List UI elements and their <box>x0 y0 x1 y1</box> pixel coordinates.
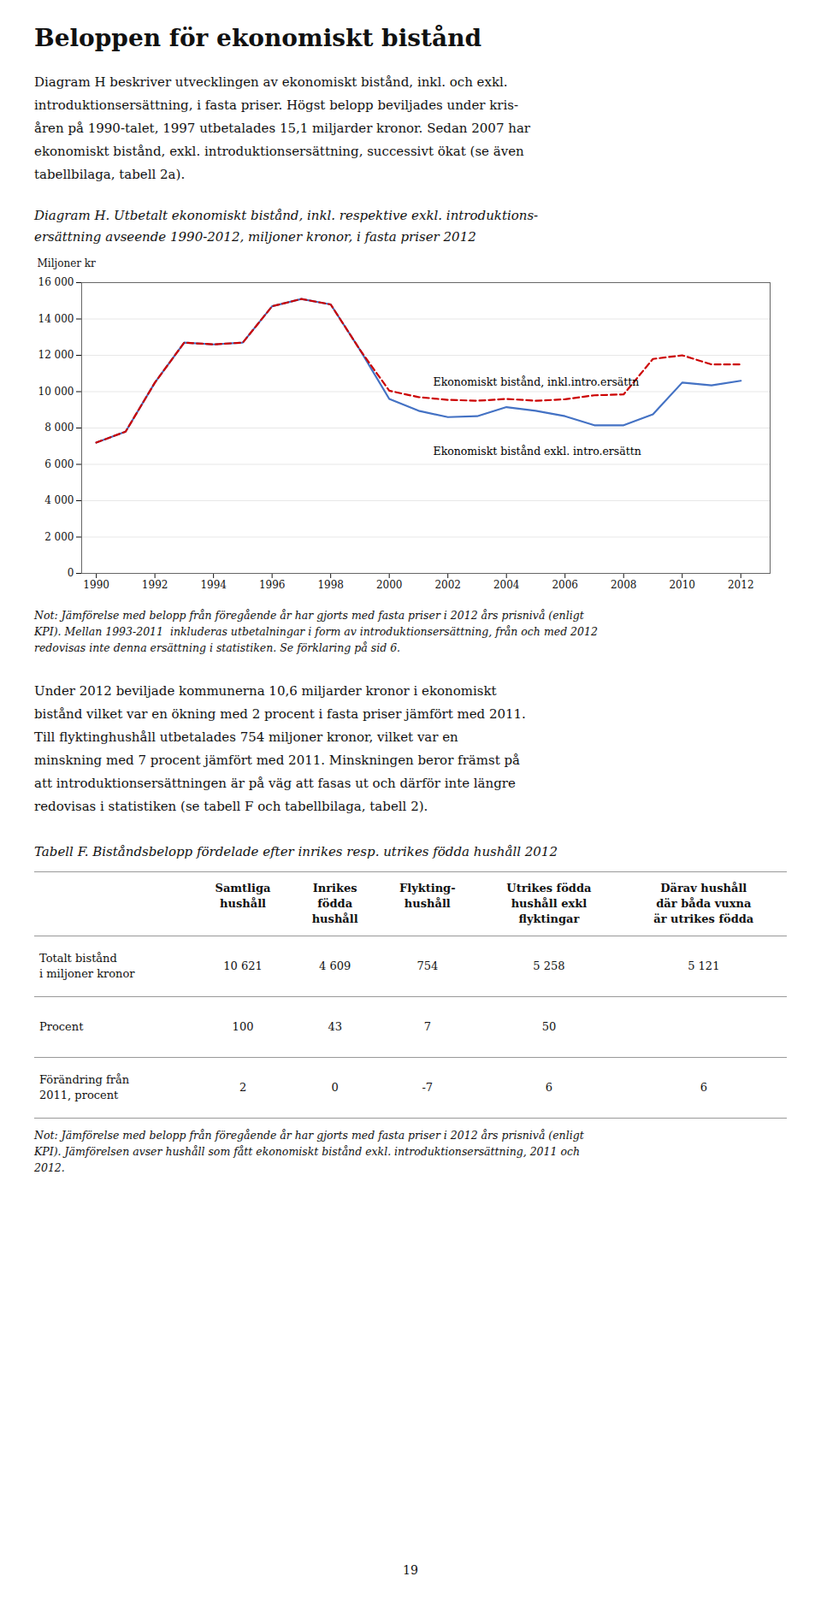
svg-text:Ekonomiskt bistånd exkl. intro: Ekonomiskt bistånd exkl. intro.ersättn <box>433 444 642 458</box>
svg-text:1998: 1998 <box>317 578 344 591</box>
svg-text:1992: 1992 <box>141 578 169 591</box>
svg-text:Ekonomiskt bistånd, inkl.intro: Ekonomiskt bistånd, inkl.intro.ersättn <box>433 375 640 389</box>
html-text:754: 754 <box>416 959 439 973</box>
svg-text:0: 0 <box>67 567 75 579</box>
html-text:Under 2012 beviljade kommunern: Under 2012 beviljade kommunerna 10,6 mil… <box>34 683 497 699</box>
html-text:2012.: 2012. <box>34 1161 65 1175</box>
html-text:flyktingar: flyktingar <box>518 912 580 926</box>
html-text:7: 7 <box>423 1020 431 1034</box>
html-text:19: 19 <box>402 1563 419 1578</box>
html-text:i miljoner kronor: i miljoner kronor <box>39 967 135 981</box>
svg-text:6 000: 6 000 <box>44 458 74 471</box>
svg-text:8 000: 8 000 <box>44 421 74 434</box>
svg-text:14 000: 14 000 <box>38 313 75 325</box>
html-text:ersättning avseende 1990-2012,: ersättning avseende 1990-2012, miljoner … <box>34 229 477 245</box>
html-text:10 621: 10 621 <box>223 959 263 973</box>
html-text:0: 0 <box>331 1080 339 1094</box>
html-text:43: 43 <box>327 1020 342 1034</box>
html-text:2011, procent: 2011, procent <box>39 1088 119 1102</box>
html-text:6: 6 <box>700 1080 708 1094</box>
html-text:redovisas i statistiken (se ta: redovisas i statistiken (se tabell F och… <box>34 798 428 815</box>
html-text:2: 2 <box>239 1080 247 1094</box>
svg-text:2012: 2012 <box>727 578 755 591</box>
svg-text:2010: 2010 <box>668 578 696 591</box>
svg-text:1990: 1990 <box>82 578 110 591</box>
html-text:hushåll exkl: hushåll exkl <box>511 897 587 910</box>
html-text:100: 100 <box>232 1020 254 1034</box>
html-text:redovisas inte denna ersättnin: redovisas inte denna ersättning i statis… <box>34 641 401 655</box>
html-text:är utrikes födda: är utrikes födda <box>653 912 754 926</box>
svg-text:2006: 2006 <box>551 578 579 591</box>
html-text:Not: Jämförelse med belopp frå: Not: Jämförelse med belopp från föregåen… <box>34 1128 584 1142</box>
html-text:Totalt bistånd: Totalt bistånd <box>39 951 117 965</box>
html-text:Till flyktinghushåll utbetalad: Till flyktinghushåll utbetalades 754 mil… <box>34 729 459 745</box>
svg-text:2002: 2002 <box>434 578 461 591</box>
svg-text:2008: 2008 <box>610 578 638 591</box>
html-text:hushåll: hushåll <box>404 897 451 910</box>
svg-text:2 000: 2 000 <box>44 531 74 544</box>
html-text:Diagram H beskriver utveckling: Diagram H beskriver utvecklingen av ekon… <box>34 74 508 90</box>
html-text:KPI). Jämförelsen avser hushål: KPI). Jämförelsen avser hushåll som fått… <box>34 1145 580 1158</box>
html-text:Tabell F. Biståndsbelopp förde: Tabell F. Biståndsbelopp fördelade efter… <box>34 844 558 860</box>
html-text:tabellbilaga, tabell 2a).: tabellbilaga, tabell 2a). <box>34 166 185 183</box>
html-text:minskning med 7 procent jämför: minskning med 7 procent jämfört med 2011… <box>34 752 520 768</box>
svg-text:1996: 1996 <box>259 578 286 591</box>
svg-text:10 000: 10 000 <box>38 385 75 398</box>
html-text:-7: -7 <box>422 1080 433 1094</box>
html-text:Flykting-: Flykting- <box>399 881 456 895</box>
html-text:åren på 1990-talet, 1997 utbet: åren på 1990-talet, 1997 utbetalades 15,… <box>34 120 531 136</box>
svg-text:2000: 2000 <box>376 578 403 591</box>
html-text:att introduktionsersättningen: att introduktionsersättningen är på väg … <box>34 775 516 792</box>
html-text:hushåll: hushåll <box>311 912 359 926</box>
html-text:Förändring från: Förändring från <box>39 1073 130 1087</box>
svg-text:1994: 1994 <box>200 578 227 591</box>
html-text:50: 50 <box>541 1020 557 1034</box>
html-text:Utrikes födda: Utrikes födda <box>506 881 592 895</box>
svg-text:Miljoner kr: Miljoner kr <box>37 257 97 270</box>
html-text:Inrikes: Inrikes <box>312 881 358 895</box>
html-text:Diagram H. Utbetalt ekonomiskt: Diagram H. Utbetalt ekonomiskt bistånd, … <box>34 207 539 224</box>
svg-text:4 000: 4 000 <box>44 494 74 507</box>
html-text:bistånd vilket var en ökning m: bistånd vilket var en ökning med 2 proce… <box>34 706 526 722</box>
html-text:där båda vuxna: där båda vuxna <box>656 897 752 910</box>
html-text:Därav hushåll: Därav hushåll <box>660 881 747 895</box>
html-text:introduktionsersättning, i fas: introduktionsersättning, i fasta priser.… <box>34 97 519 113</box>
html-text:födda: födda <box>317 897 353 910</box>
svg-text:16 000: 16 000 <box>38 276 75 289</box>
html-text:Samtliga: Samtliga <box>215 881 271 895</box>
html-text:Not: Jämförelse med belopp frå: Not: Jämförelse med belopp från föregåen… <box>34 608 584 622</box>
html-text:Beloppen för ekonomiskt bistån: Beloppen för ekonomiskt bistånd <box>34 23 482 53</box>
html-text:hushåll: hushåll <box>219 897 266 910</box>
html-text:KPI). Mellan 1993-2011 inklude: KPI). Mellan 1993-2011 inkluderas utbeta… <box>34 625 598 638</box>
html-text:5 258: 5 258 <box>533 959 565 973</box>
html-text:5 121: 5 121 <box>687 959 720 973</box>
html-text:Procent: Procent <box>39 1020 84 1034</box>
svg-text:12 000: 12 000 <box>38 348 75 361</box>
svg-text:2004: 2004 <box>493 578 520 591</box>
html-text:ekonomiskt bistånd, exkl. intr: ekonomiskt bistånd, exkl. introduktionse… <box>34 143 524 160</box>
html-text:4 609: 4 609 <box>319 959 351 973</box>
html-text:6: 6 <box>545 1080 553 1094</box>
